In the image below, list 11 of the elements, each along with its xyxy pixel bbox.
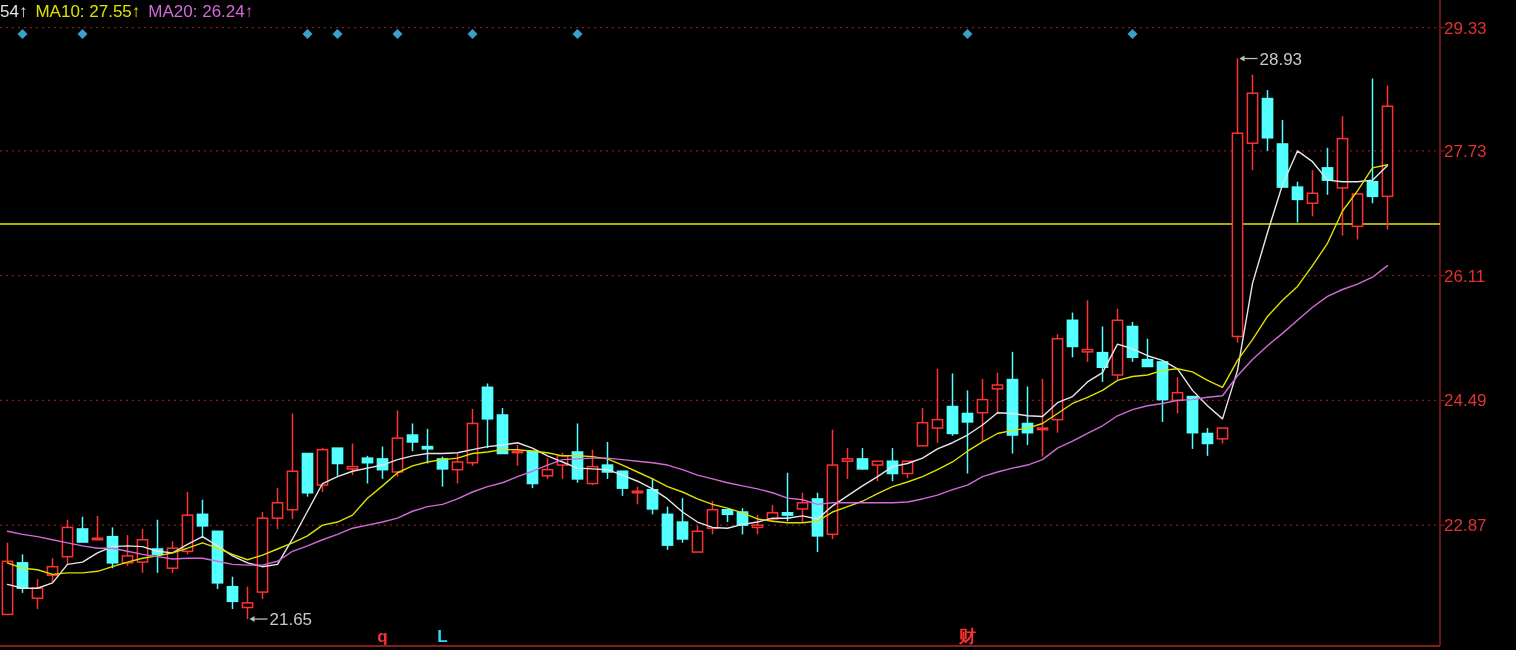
legend: 54↑ MA10: 27.55↑ MA20: 26.24↑: [0, 2, 254, 21]
y-tick-label: 22.87: [1444, 516, 1487, 536]
annotation: 28.93: [1259, 49, 1303, 69]
y-tick-label: 26.11: [1444, 266, 1486, 286]
y-tick-label: 24.49: [1444, 391, 1487, 411]
y-tick-label: 27.73: [1444, 141, 1487, 161]
annotation: q: [377, 627, 388, 646]
annotation: 财: [958, 627, 976, 646]
annotation: L: [437, 627, 448, 646]
y-tick-label: 29.33: [1444, 18, 1487, 38]
annotation: 21.65: [269, 610, 313, 630]
